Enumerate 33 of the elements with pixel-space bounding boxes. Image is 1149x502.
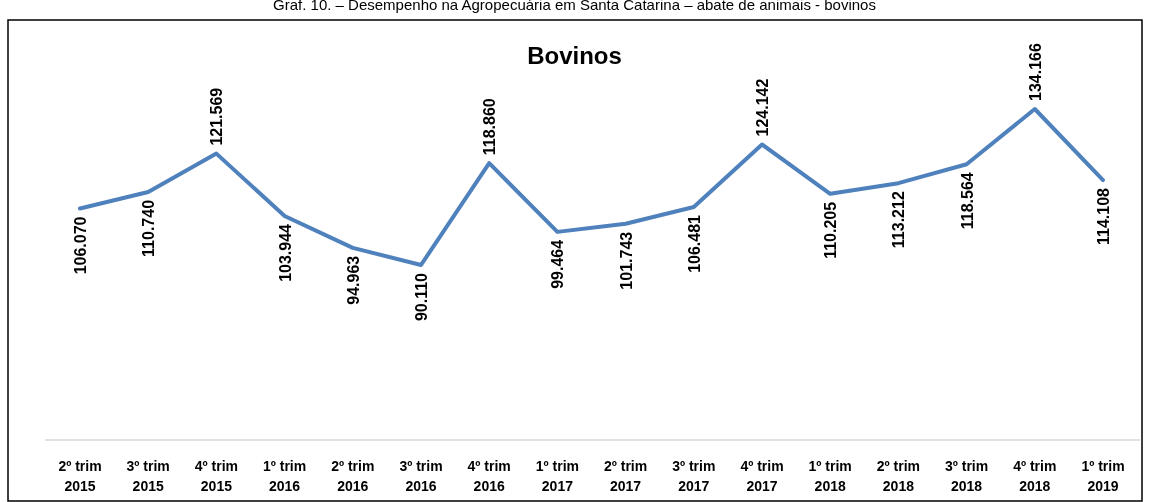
x-tick-label: 2º trim 2017	[603, 458, 648, 494]
data-label: 121.569	[208, 87, 226, 146]
x-tick-label: 4º trim 2017	[740, 458, 784, 494]
data-label: 118.564	[958, 172, 976, 230]
data-label: 103.944	[276, 223, 294, 282]
data-label: 110.205	[822, 201, 840, 259]
x-tick-label: 3º trim 2017	[672, 458, 716, 494]
x-tick-label: 1º trim 2017	[535, 458, 580, 494]
data-label: 106.070	[72, 216, 89, 275]
x-tick-label: 2º trim 2015	[58, 458, 102, 494]
x-tick-label: 2º trim 2016	[331, 458, 375, 494]
data-label: 106.481	[685, 214, 703, 273]
x-tick-label: 1º trim 2019	[1081, 458, 1125, 494]
data-label: 90.110	[413, 272, 430, 322]
x-tick-label: 4º trim 2016	[467, 458, 511, 494]
data-label: 101.743	[617, 231, 635, 290]
data-label: 94.963	[344, 255, 362, 305]
x-tick-label: 3º trim 2018	[944, 458, 989, 494]
data-label: 134.166	[1026, 43, 1044, 101]
data-label: 99.464	[549, 239, 567, 289]
data-label: 110.740	[140, 199, 158, 257]
data-label: 113.212	[890, 191, 908, 249]
chart-subtitle: Bovinos	[527, 42, 622, 69]
x-tick-label: 3º trim 2015	[126, 458, 170, 494]
x-tick-label: 1º trim 2016	[262, 458, 307, 494]
x-tick-label: 4º trim 2018	[1013, 458, 1057, 494]
x-tick-label: 1º trim 2018	[808, 458, 852, 494]
x-tick-label: 4º trim 2015	[194, 458, 239, 494]
x-tick-label: 3º trim 2016	[399, 458, 443, 494]
data-label: 124.142	[754, 78, 771, 137]
x-tick-label: 2º trim 2018	[876, 458, 921, 494]
data-label: 114.108	[1095, 187, 1112, 245]
data-label: 118.860	[481, 98, 499, 156]
